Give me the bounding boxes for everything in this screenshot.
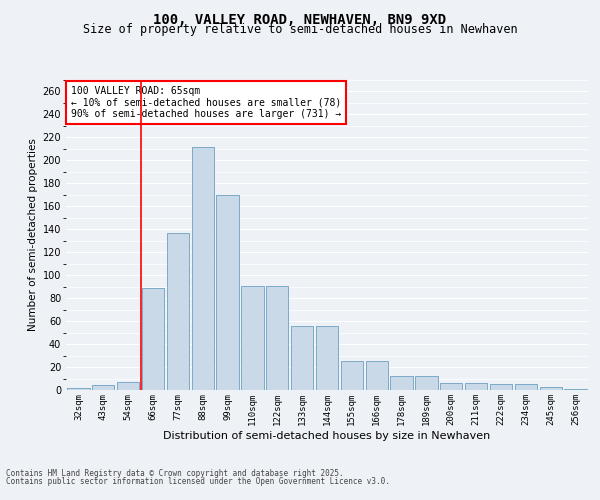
- Bar: [490, 384, 512, 390]
- Bar: [365, 362, 388, 390]
- Bar: [515, 384, 537, 390]
- Bar: [217, 195, 239, 390]
- Bar: [539, 386, 562, 390]
- Y-axis label: Number of semi-detached properties: Number of semi-detached properties: [28, 138, 38, 332]
- Bar: [92, 386, 115, 390]
- Bar: [440, 383, 463, 390]
- Text: Contains public sector information licensed under the Open Government Licence v3: Contains public sector information licen…: [6, 477, 390, 486]
- Bar: [316, 326, 338, 390]
- Bar: [415, 376, 437, 390]
- Bar: [67, 388, 89, 390]
- Bar: [291, 326, 313, 390]
- Bar: [391, 376, 413, 390]
- Text: Size of property relative to semi-detached houses in Newhaven: Size of property relative to semi-detach…: [83, 22, 517, 36]
- Text: Contains HM Land Registry data © Crown copyright and database right 2025.: Contains HM Land Registry data © Crown c…: [6, 468, 344, 477]
- Bar: [241, 286, 263, 390]
- X-axis label: Distribution of semi-detached houses by size in Newhaven: Distribution of semi-detached houses by …: [163, 430, 491, 440]
- Bar: [167, 232, 189, 390]
- Text: 100, VALLEY ROAD, NEWHAVEN, BN9 9XD: 100, VALLEY ROAD, NEWHAVEN, BN9 9XD: [154, 12, 446, 26]
- Bar: [266, 286, 289, 390]
- Bar: [142, 288, 164, 390]
- Bar: [565, 389, 587, 390]
- Bar: [465, 383, 487, 390]
- Text: 100 VALLEY ROAD: 65sqm
← 10% of semi-detached houses are smaller (78)
90% of sem: 100 VALLEY ROAD: 65sqm ← 10% of semi-det…: [71, 86, 341, 120]
- Bar: [341, 362, 363, 390]
- Bar: [191, 146, 214, 390]
- Bar: [117, 382, 139, 390]
